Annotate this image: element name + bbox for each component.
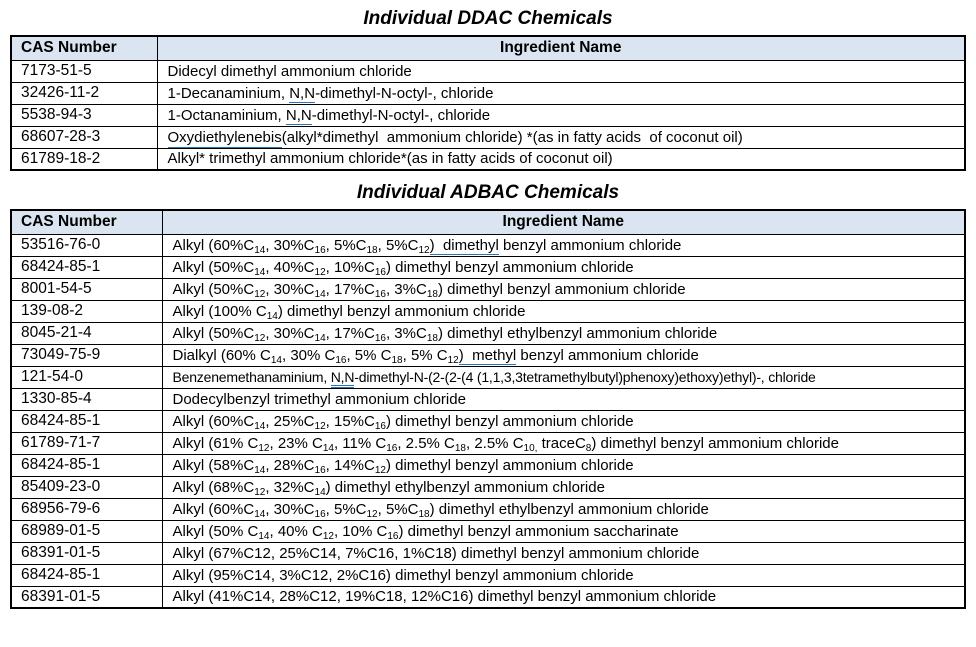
ingredient-name-cell: Alkyl (58%C14, 28%C16, 14%C12) dimethyl … bbox=[161, 453, 966, 477]
adbac-table-title: Individual ADBAC Chemicals bbox=[356, 182, 620, 203]
cas-number-cell: 8001-54-5 bbox=[10, 277, 163, 301]
cas-number-cell: 32426-11-2 bbox=[10, 81, 158, 105]
ingredient-name-cell: 1-Octanaminium, N,N-dimethyl-N-octyl-, c… bbox=[156, 103, 966, 127]
ingredient-name-cell: Alkyl (50%C12, 30%C14, 17%C16, 3%C18) di… bbox=[161, 277, 966, 301]
table-row: 5538-94-3 1-Octanaminium, N,N-dimethyl-N-… bbox=[10, 103, 966, 127]
cas-number-cell: 1330-85-4 bbox=[10, 387, 163, 411]
table-row: 68424-85-1 Alkyl (60%C14, 25%C12, 15%C16)… bbox=[10, 409, 966, 433]
ingredient-name-cell: Alkyl (50% C14, 40% C12, 10% C16) dimeth… bbox=[161, 519, 966, 543]
cas-number-cell: 139-08-2 bbox=[10, 299, 163, 323]
cas-number-cell: 5538-94-3 bbox=[10, 103, 158, 127]
table-row: 61789-18-2 Alkyl* trimethyl ammonium chlo… bbox=[10, 147, 966, 171]
ingredient-name-cell: Alkyl (60%C14, 30%C16, 5%C12, 5%C18) dim… bbox=[161, 497, 966, 521]
cas-number-cell: 7173-51-5 bbox=[10, 59, 158, 83]
table-row: 73049-75-9 Dialkyl (60% C14, 30% C16, 5% … bbox=[10, 343, 966, 367]
cas-number-cell: 8045-21-4 bbox=[10, 321, 163, 345]
ingredient-name-cell: Alkyl (95%C14, 3%C12, 2%C16) dimethyl be… bbox=[161, 563, 966, 587]
table-row: 8045-21-4 Alkyl (50%C12, 30%C14, 17%C16, … bbox=[10, 321, 966, 345]
table-row: 68989-01-5 Alkyl (50% C14, 40% C12, 10% C… bbox=[10, 519, 966, 543]
ingredient-name-cell: Alkyl (68%C12, 32%C14) dimethyl ethylben… bbox=[161, 475, 966, 499]
cas-number-cell: 61789-71-7 bbox=[10, 431, 163, 455]
ingredient-name-cell: Alkyl (41%C14, 28%C12, 19%C18, 12%C16) d… bbox=[161, 585, 966, 609]
table-row: 68956-79-6 Alkyl (60%C14, 30%C16, 5%C12, … bbox=[10, 497, 966, 521]
cas-number-cell: 68956-79-6 bbox=[10, 497, 163, 521]
ingredient-name-cell: Dodecylbenzyl trimethyl ammonium chlorid… bbox=[161, 387, 966, 411]
cas-number-cell: 85409-23-0 bbox=[10, 475, 163, 499]
ingredient-name-cell: Dialkyl (60% C14, 30% C16, 5% C18, 5% C1… bbox=[161, 343, 966, 367]
ingredient-name-cell: Oxydiethylenebis(alkyl*dimethyl ammonium… bbox=[156, 125, 966, 149]
ingredient-name-cell: Didecyl dimethyl ammonium chloride bbox=[156, 59, 966, 83]
table-row: 139-08-2 Alkyl (100% C14) dimethyl benzyl… bbox=[10, 299, 966, 323]
ingredient-name-column-header: Ingredient Name bbox=[161, 209, 966, 235]
adbac-table-body: 53516-76-0 Alkyl (60%C14, 30%C16, 5%C18, … bbox=[10, 233, 966, 609]
document-page: Individual DDAC Chemicals CAS Number Ing… bbox=[10, 8, 966, 609]
header-row: CAS Number Ingredient Name bbox=[10, 35, 966, 61]
table-row: 85409-23-0 Alkyl (68%C12, 32%C14) dimethy… bbox=[10, 475, 966, 499]
header-row: CAS Number Ingredient Name bbox=[10, 209, 966, 235]
table-row: 8001-54-5 Alkyl (50%C12, 30%C14, 17%C16, … bbox=[10, 277, 966, 301]
table-row: 32426-11-2 1-Decanaminium, N,N-dimethyl-N… bbox=[10, 81, 966, 105]
cas-number-cell: 68424-85-1 bbox=[10, 563, 163, 587]
cas-number-cell: 68424-85-1 bbox=[10, 255, 163, 279]
ingredient-name-cell: 1-Decanaminium, N,N-dimethyl-N-octyl-, c… bbox=[156, 81, 966, 105]
table-row: 1330-85-4 Dodecylbenzyl trimethyl ammoniu… bbox=[10, 387, 966, 411]
table-row: 61789-71-7 Alkyl (61% C12, 23% C14, 11% C… bbox=[10, 431, 966, 455]
ingredient-name-cell: Alkyl (50%C12, 30%C14, 17%C16, 3%C18) di… bbox=[161, 321, 966, 345]
ingredient-name-cell: Alkyl* trimethyl ammonium chloride*(as i… bbox=[156, 147, 966, 171]
adbac-table-header: CAS Number Ingredient Name bbox=[10, 209, 966, 235]
cas-number-cell: 68607-28-3 bbox=[10, 125, 158, 149]
ingredient-name-column-header: Ingredient Name bbox=[156, 35, 966, 61]
table-row: 121-54-0 Benzenemethanaminium, N,N-dimeth… bbox=[10, 365, 966, 389]
ingredient-name-cell: Alkyl (67%C12, 25%C14, 7%C16, 1%C18) dim… bbox=[161, 541, 966, 565]
table-row: 68391-01-5 Alkyl (41%C14, 28%C12, 19%C18,… bbox=[10, 585, 966, 609]
table-row: 68424-85-1 Alkyl (95%C14, 3%C12, 2%C16) d… bbox=[10, 563, 966, 587]
ingredient-name-cell: Benzenemethanaminium, N,N-dimethyl-N-(2-… bbox=[161, 365, 966, 389]
ddac-table-body: 7173-51-5 Didecyl dimethyl ammonium chlor… bbox=[10, 59, 966, 171]
cas-number-cell: 121-54-0 bbox=[10, 365, 163, 389]
cas-number-cell: 68424-85-1 bbox=[10, 409, 163, 433]
ddac-table-header: CAS Number Ingredient Name bbox=[10, 35, 966, 61]
table-row: 68607-28-3 Oxydiethylenebis(alkyl*dimethy… bbox=[10, 125, 966, 149]
cas-number-cell: 68989-01-5 bbox=[10, 519, 163, 543]
ingredient-name-cell: Alkyl (60%C14, 25%C12, 15%C16) dimethyl … bbox=[161, 409, 966, 433]
ingredient-name-cell: Alkyl (50%C14, 40%C12, 10%C16) dimethyl … bbox=[161, 255, 966, 279]
cas-number-cell: 61789-18-2 bbox=[10, 147, 158, 171]
table-row: 68391-01-5 Alkyl (67%C12, 25%C14, 7%C16, … bbox=[10, 541, 966, 565]
adbac-table: CAS Number Ingredient Name 53516-76-0 Alk… bbox=[10, 209, 966, 609]
table-row: 68424-85-1 Alkyl (50%C14, 40%C12, 10%C16)… bbox=[10, 255, 966, 279]
cas-number-column-header: CAS Number bbox=[10, 35, 158, 61]
ddac-table-title: Individual DDAC Chemicals bbox=[363, 8, 613, 29]
ddac-table: CAS Number Ingredient Name 7173-51-5 Dide… bbox=[10, 35, 966, 171]
table-row: 7173-51-5 Didecyl dimethyl ammonium chlor… bbox=[10, 59, 966, 83]
ingredient-name-cell: Alkyl (60%C14, 30%C16, 5%C18, 5%C12) dim… bbox=[161, 233, 966, 257]
cas-number-cell: 68391-01-5 bbox=[10, 585, 163, 609]
cas-number-cell: 68424-85-1 bbox=[10, 453, 163, 477]
ingredient-name-cell: Alkyl (100% C14) dimethyl benzyl ammoniu… bbox=[161, 299, 966, 323]
table-row: 53516-76-0 Alkyl (60%C14, 30%C16, 5%C18, … bbox=[10, 233, 966, 257]
ingredient-name-cell: Alkyl (61% C12, 23% C14, 11% C16, 2.5% C… bbox=[161, 431, 966, 455]
cas-number-cell: 53516-76-0 bbox=[10, 233, 163, 257]
table-row: 68424-85-1 Alkyl (58%C14, 28%C16, 14%C12)… bbox=[10, 453, 966, 477]
cas-number-column-header: CAS Number bbox=[10, 209, 163, 235]
cas-number-cell: 73049-75-9 bbox=[10, 343, 163, 367]
cas-number-cell: 68391-01-5 bbox=[10, 541, 163, 565]
